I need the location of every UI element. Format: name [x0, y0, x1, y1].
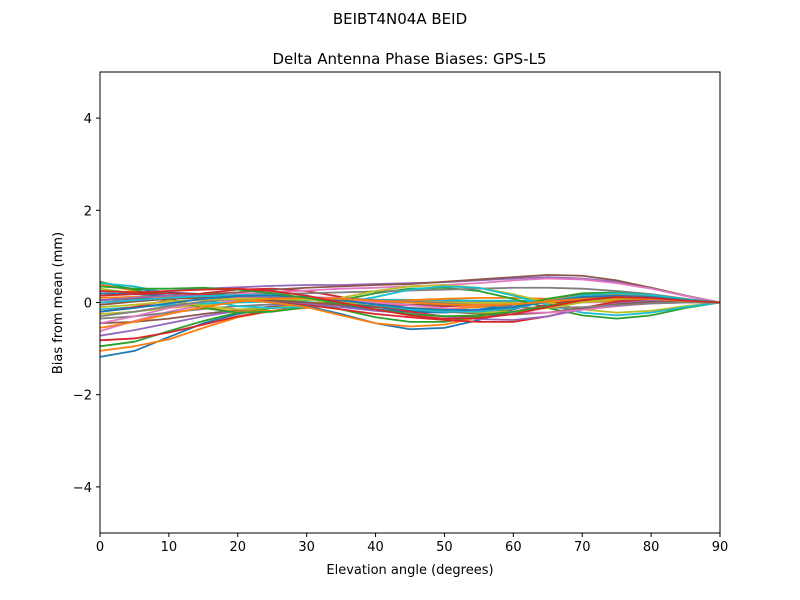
- series-line-28: [99, 296, 720, 318]
- x-tick-label: 10: [161, 540, 178, 555]
- x-tick-label: 50: [436, 540, 453, 555]
- x-axis-label: Elevation angle (degrees): [326, 563, 493, 578]
- series-line-34: [99, 287, 721, 320]
- x-tick-label: 20: [230, 540, 247, 555]
- series-line-15: [99, 276, 721, 304]
- y-tick-label: −2: [73, 389, 92, 404]
- y-axis-label: Bias from mean (mm): [51, 232, 66, 374]
- series-line-13: [99, 280, 721, 320]
- x-tick-label: 30: [298, 540, 315, 555]
- y-tick-label: 2: [84, 204, 92, 219]
- y-axis: −4 −2 0 2 4: [73, 112, 100, 496]
- series-line-30: [99, 292, 721, 313]
- series-lines: [99, 273, 721, 358]
- series-line-32: [99, 296, 721, 329]
- series-line-31: [99, 294, 721, 313]
- x-tick-label: 40: [367, 540, 384, 555]
- x-tick-label: 80: [643, 540, 660, 555]
- x-tick-label: 60: [505, 540, 522, 555]
- x-tick-label: 90: [712, 540, 729, 555]
- series-line-19: [99, 284, 721, 314]
- y-tick-label: 4: [84, 112, 92, 127]
- y-tick-label: 0: [84, 297, 92, 312]
- x-axis: 0 10 20 30 40 50 60 70 80 90: [96, 533, 728, 555]
- y-tick-label: −4: [73, 481, 92, 496]
- x-tick-label: 0: [96, 540, 104, 555]
- series-line-24: [99, 292, 721, 323]
- chart-title: Delta Antenna Phase Biases: GPS-L5: [272, 50, 546, 68]
- x-tick-label: 70: [574, 540, 591, 555]
- figure-suptitle: BEIBT4N04A BEID: [333, 10, 467, 28]
